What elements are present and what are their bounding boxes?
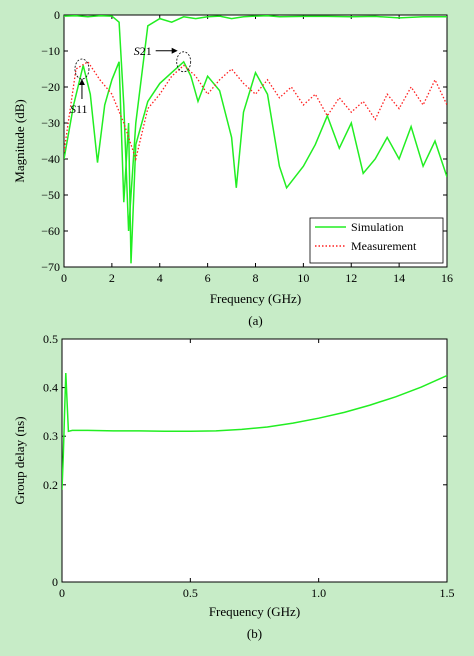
x-tick-label: 0.5 xyxy=(183,586,198,600)
x-tick-label: 1.0 xyxy=(311,586,326,600)
annotation-circle xyxy=(74,58,90,80)
annotation-circle xyxy=(176,51,192,73)
y-tick-label: 0 xyxy=(52,575,58,589)
panel-a: 0 2 4 6 8 10 12 14 16 0 −10 −20 −30 −40 −50 −60 −70 Frequ… xyxy=(12,8,453,328)
y-tick-label: 0.5 xyxy=(43,332,58,346)
x-tick-label: 4 xyxy=(157,271,163,285)
y-tick-label: −10 xyxy=(41,44,60,58)
y-tick-label: −40 xyxy=(41,152,60,166)
x-tick-label: 14 xyxy=(393,271,405,285)
y-tick-label: 0.4 xyxy=(43,381,58,395)
legend-box xyxy=(309,217,444,264)
y-tick-label: −30 xyxy=(41,116,60,130)
x-tick-label: 0 xyxy=(59,586,65,600)
plot-area xyxy=(61,338,448,583)
panel-b: 0 0.5 1.0 1.5 0 0.2 0.3 0.4 0.5 Frequency (GHz) Gr… xyxy=(12,332,455,641)
x-tick-label: 6 xyxy=(205,271,211,285)
y-tick-label: −60 xyxy=(41,224,60,238)
y-tick-label: 0.2 xyxy=(43,478,58,492)
y-tick-label: 0 xyxy=(54,8,60,22)
annotation-label: S11 xyxy=(70,102,88,116)
x-tick-label: 2 xyxy=(109,271,115,285)
x-axis-label: Frequency (GHz) xyxy=(209,604,300,619)
annotation-label: S21 xyxy=(134,44,152,58)
series-line-0 xyxy=(62,372,447,490)
series-line-0 xyxy=(64,15,447,232)
series-line-2 xyxy=(64,60,447,162)
panel-label: (b) xyxy=(247,626,262,641)
x-tick-label: 1.5 xyxy=(440,586,455,600)
y-tick-label: −70 xyxy=(41,260,60,274)
annotation-arrowhead xyxy=(171,47,178,54)
y-tick-label: −50 xyxy=(41,188,60,202)
x-tick-label: 16 xyxy=(441,271,453,285)
annotation-arrowhead xyxy=(78,79,85,85)
panel-label: (a) xyxy=(248,313,262,328)
y-tick-label: −20 xyxy=(41,80,60,94)
x-tick-label: 10 xyxy=(297,271,309,285)
x-tick-label: 8 xyxy=(253,271,259,285)
x-axis-label: Frequency (GHz) xyxy=(210,291,301,306)
x-tick-label: 0 xyxy=(61,271,67,285)
x-tick-label: 12 xyxy=(345,271,357,285)
y-axis-label: Group delay (ns) xyxy=(12,416,27,504)
legend-label: Simulation xyxy=(351,220,404,234)
legend-label: Measurement xyxy=(351,239,417,253)
y-tick-label: 0.3 xyxy=(43,429,58,443)
y-axis-label: Magnitude (dB) xyxy=(12,99,27,182)
series-line-1 xyxy=(64,60,447,264)
